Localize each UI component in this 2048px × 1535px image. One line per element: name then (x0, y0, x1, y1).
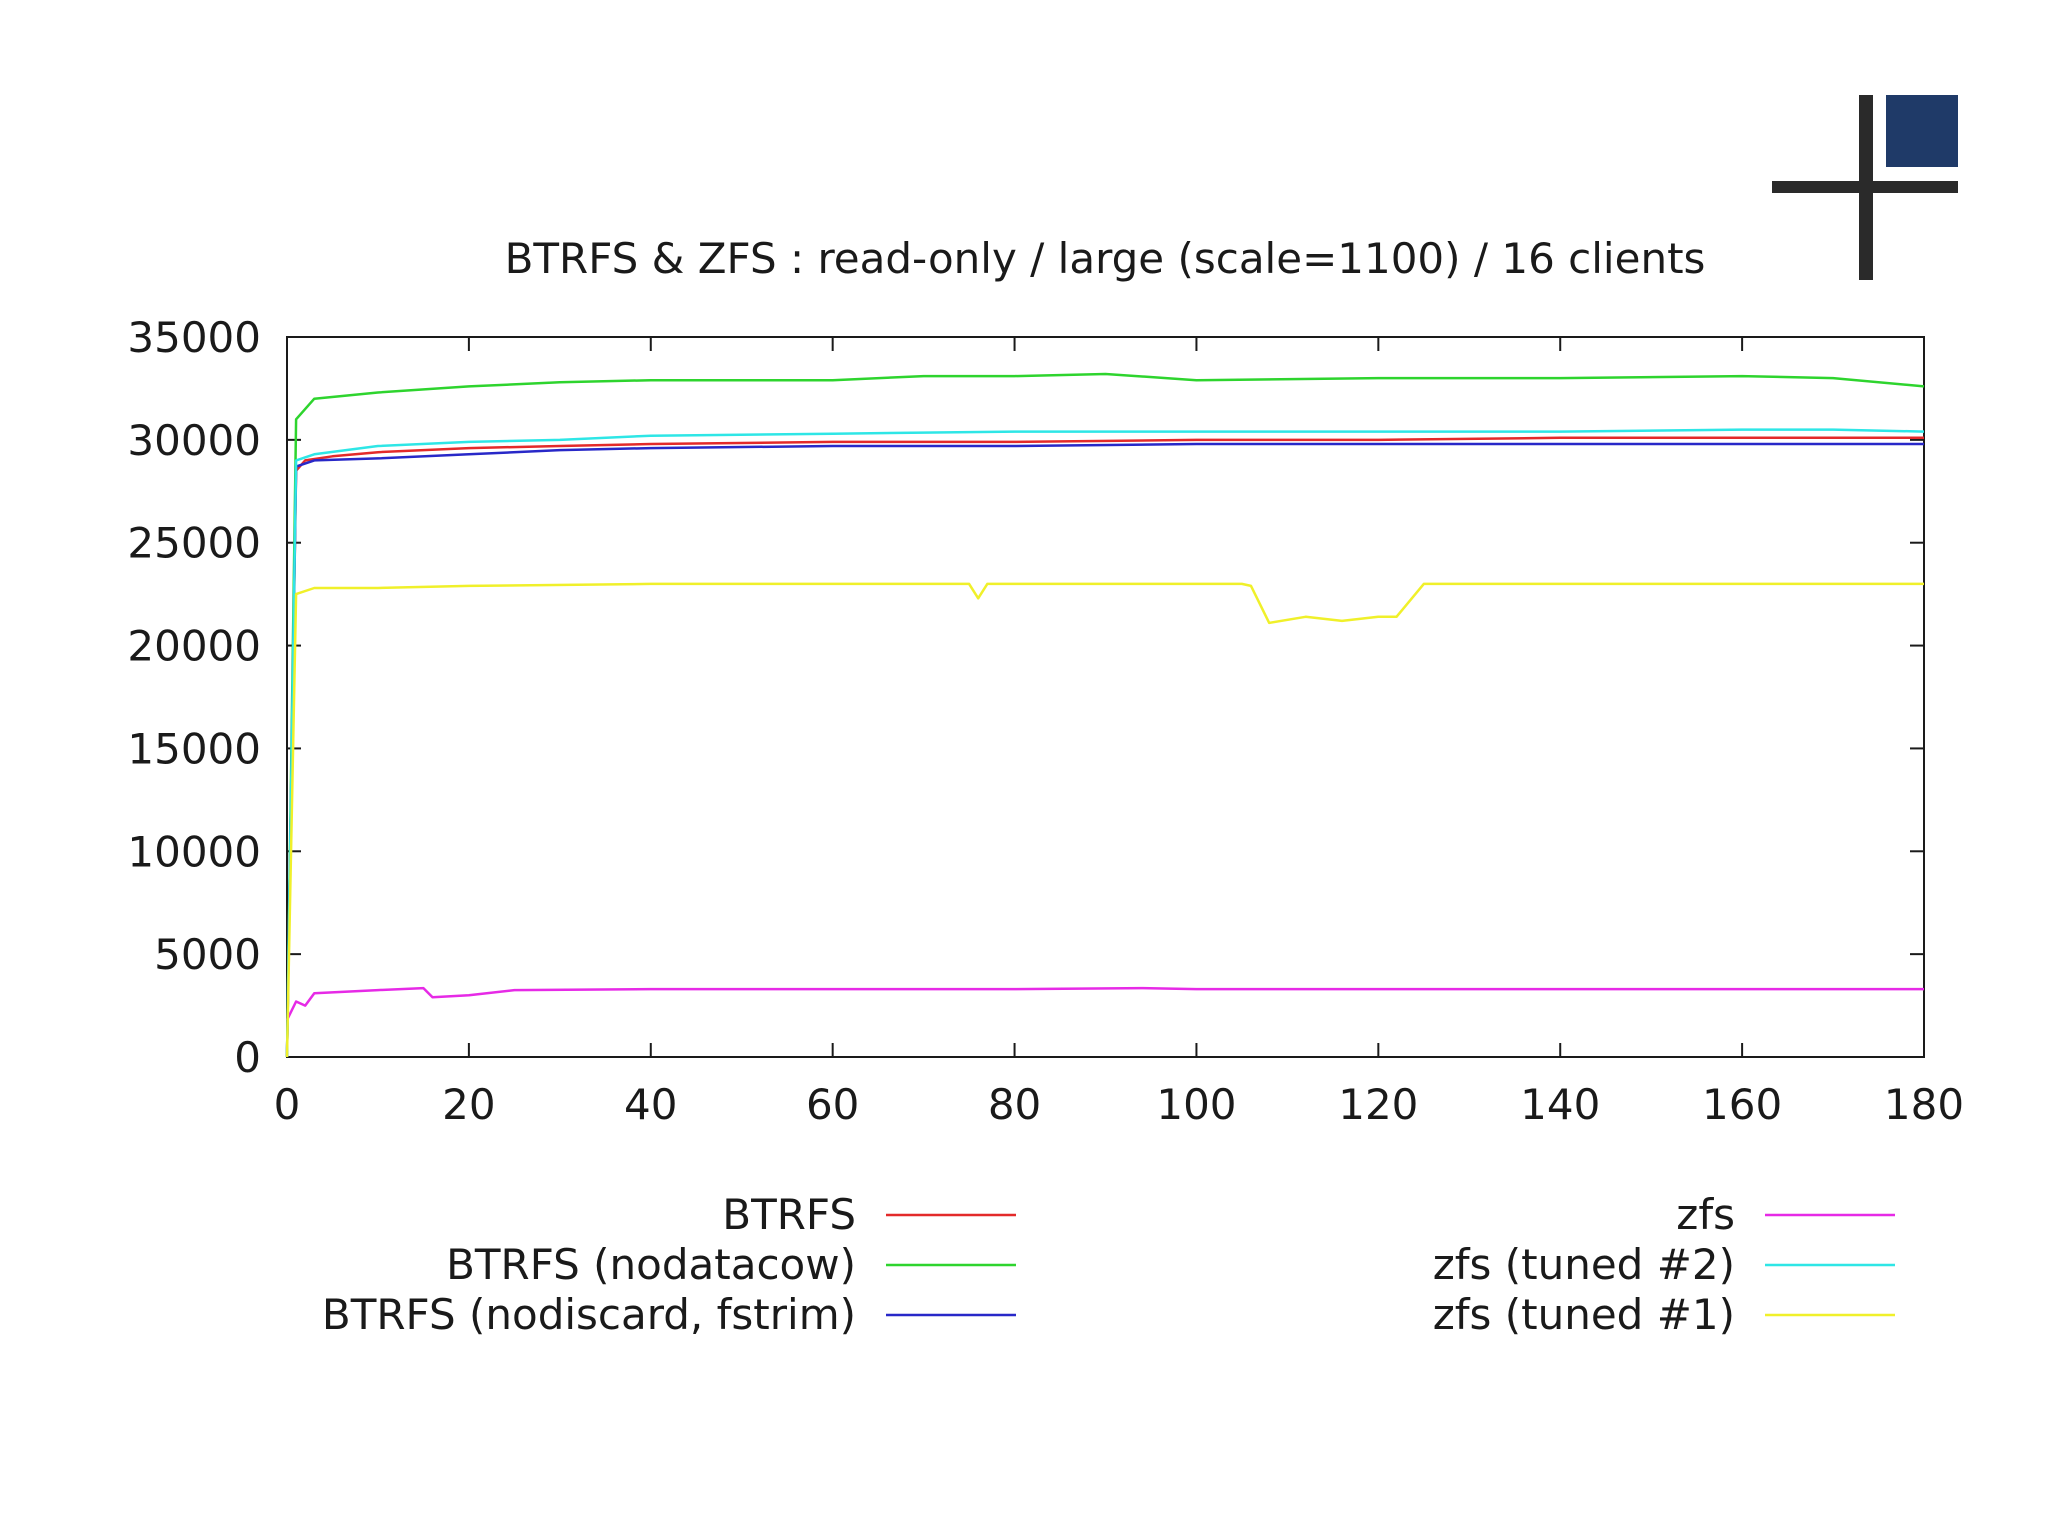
y-tick-label: 5000 (154, 930, 261, 979)
x-tick-label: 80 (988, 1080, 1041, 1129)
y-axis: 0 5000 10000 15000 20000 25000 30000 35000 (127, 313, 1924, 1082)
x-tick-label: 0 (274, 1080, 301, 1129)
plot-area (286, 336, 1925, 1058)
y-tick-label: 0 (234, 1033, 261, 1082)
x-axis: 0 20 40 60 80 100 120 140 160 180 (274, 337, 1964, 1129)
legend-label: BTRFS (722, 1190, 856, 1239)
y-tick-label: 10000 (127, 827, 261, 876)
x-tick-label: 100 (1156, 1080, 1236, 1129)
y-tick-label: 25000 (127, 519, 261, 568)
x-tick-label: 60 (806, 1080, 859, 1129)
legend-label: BTRFS (nodiscard, fstrim) (322, 1290, 856, 1339)
legend-label: zfs (tuned #1) (1433, 1290, 1735, 1339)
x-tick-label: 40 (624, 1080, 677, 1129)
x-tick-label: 180 (1884, 1080, 1964, 1129)
series-line-3 (285, 986, 1924, 1021)
x-tick-label: 140 (1520, 1080, 1600, 1129)
series-line-1 (285, 372, 1925, 1058)
logo-square (1886, 95, 1958, 167)
y-tick-label: 35000 (127, 313, 261, 362)
legend-label: zfs (tuned #2) (1433, 1240, 1735, 1289)
series-line-0 (285, 436, 1924, 1058)
plot-frame (286, 336, 1925, 1058)
x-tick-label: 20 (442, 1080, 495, 1129)
legend-label: BTRFS (nodatacow) (446, 1240, 856, 1289)
series-line-4 (285, 428, 1925, 1058)
x-tick-label: 160 (1702, 1080, 1782, 1129)
y-tick-label: 20000 (127, 622, 261, 671)
x-tick-label: 120 (1338, 1080, 1418, 1129)
series-line-5 (285, 582, 1924, 1058)
y-tick-label: 15000 (127, 724, 261, 773)
series-lines (285, 372, 1925, 1058)
series-line-2 (285, 442, 1924, 1058)
logo-horizontal-bar (1772, 181, 1958, 193)
y-tick-label: 30000 (127, 416, 261, 465)
legend-label: zfs (1676, 1190, 1735, 1239)
chart-title: BTRFS & ZFS : read-only / large (scale=1… (505, 234, 1706, 283)
